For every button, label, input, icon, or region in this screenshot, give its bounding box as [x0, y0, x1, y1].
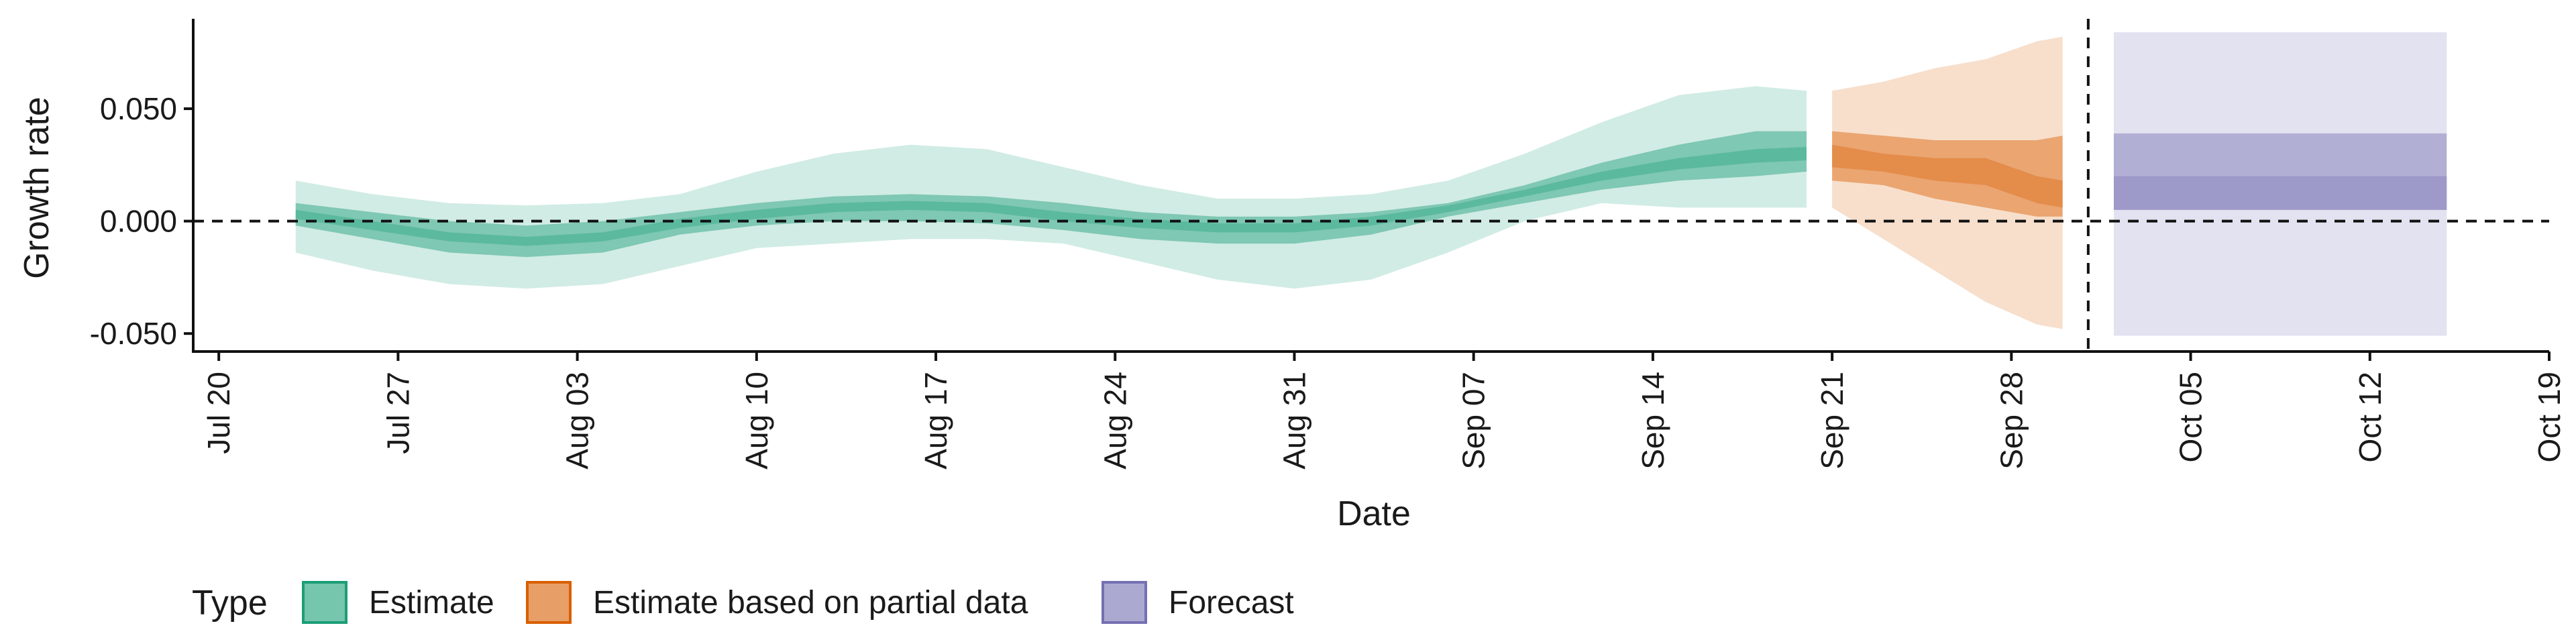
x-tick-label: Jul 20	[201, 372, 236, 454]
legend: Type Estimate Estimate based on partial da…	[192, 581, 1294, 624]
x-tick-label: Sep 28	[1994, 372, 2029, 470]
reference-lines	[193, 19, 2549, 352]
y-tick-label: 0.000	[100, 204, 177, 239]
x-axis-label: Date	[1337, 494, 1411, 533]
x-tick-label: Jul 27	[380, 372, 415, 454]
band-forecast-90	[2114, 32, 2447, 336]
legend-key-estimate-based-on-partial-data	[526, 581, 572, 624]
legend-title: Type	[192, 584, 268, 623]
x-tick-label: Oct 19	[2532, 372, 2567, 463]
legend-label: Estimate	[369, 585, 494, 621]
band-forecast-20	[2114, 176, 2447, 210]
legend-key-estimate	[302, 581, 347, 624]
band-estimate-based-on-partial-data-20	[1832, 144, 2063, 208]
x-tick-label: Sep 14	[1635, 372, 1670, 470]
x-tick-label: Aug 17	[918, 372, 953, 470]
legend-label: Estimate based on partial data	[593, 585, 1028, 621]
x-tick-label: Sep 21	[1815, 372, 1849, 470]
y-tick-label: -0.050	[90, 316, 177, 351]
y-axis-label: Growth rate	[17, 97, 56, 279]
x-tick-label: Aug 10	[739, 372, 774, 470]
band-estimate-50	[295, 131, 1807, 258]
band-estimate-based-on-partial-data-90	[1832, 36, 2063, 329]
x-tick-label: Aug 03	[560, 372, 595, 470]
y-tick-label: 0.050	[100, 91, 177, 126]
legend-key-forecast	[1102, 581, 1147, 624]
x-tick-label: Oct 12	[2353, 372, 2387, 463]
uncertainty-bands	[295, 32, 2447, 336]
x-tick-label: Aug 31	[1277, 372, 1311, 470]
x-tick-label: Sep 07	[1456, 372, 1491, 470]
band-forecast-50	[2114, 133, 2447, 210]
axes: -0.050 0.000 0.050 Jul 20 Jul 27 Aug 03 Aug 10…	[90, 19, 2567, 470]
x-tick-label: Aug 24	[1097, 372, 1132, 470]
x-tick-label: Oct 05	[2174, 372, 2208, 463]
band-estimate-90	[295, 86, 1807, 289]
band-estimate-based-on-partial-data-50	[1832, 131, 2063, 217]
legend-label: Forecast	[1169, 585, 1294, 621]
